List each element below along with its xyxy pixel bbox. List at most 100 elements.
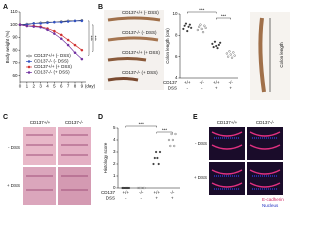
figure: A B C D E CD137+/+ (- DSS) CD137-/- (- D…: [3, 4, 290, 208]
e-cadherin-signal: [211, 131, 281, 188]
legend-label: Nucleus: [262, 203, 279, 208]
data-point: [216, 47, 219, 50]
colon: [107, 57, 147, 62]
data-point: [215, 44, 218, 48]
row-label: + DSS: [7, 183, 20, 188]
x-row-label: CD137: [101, 190, 116, 195]
data-point: [127, 186, 131, 190]
x-tick-label: +: [215, 86, 218, 91]
x-tick-label: 1: [26, 84, 29, 89]
data-point: [66, 38, 70, 42]
y-tick-label: 3: [113, 149, 116, 154]
data-point: [200, 27, 203, 31]
panel-letter: C: [3, 114, 8, 121]
he-image: [58, 127, 91, 165]
significance-label: ***: [92, 35, 97, 41]
data-point: [170, 132, 173, 136]
data-point: [203, 24, 206, 27]
x-tick-label: 5: [53, 84, 56, 89]
x-tick-label: 6: [60, 84, 63, 89]
data-point: [73, 51, 77, 55]
x-row-label: CD137: [163, 80, 178, 85]
data-point: [171, 138, 174, 142]
data-point: [32, 22, 36, 25]
data-point: [201, 31, 205, 34]
row-label: - DSS: [195, 141, 207, 146]
data-point: [227, 55, 230, 58]
data-point: [18, 23, 22, 27]
data-point: [213, 40, 217, 43]
if-image: [247, 162, 283, 195]
data-point: [59, 37, 63, 41]
data-point: [153, 156, 156, 160]
x-tick-label: -/-: [200, 80, 205, 85]
data-point: [196, 28, 199, 32]
x-tick-label: 0: [19, 84, 22, 89]
x-row-label: DSS: [106, 196, 115, 201]
data-point: [66, 20, 70, 23]
significance-label: ***: [162, 127, 168, 132]
colon: [107, 16, 161, 22]
data-point: [173, 144, 176, 148]
panel-letter: D: [98, 114, 103, 121]
x-tick-label: +/+: [184, 80, 191, 85]
y-tick-label: 0: [113, 185, 116, 190]
x-tick-label: 8: [74, 84, 77, 89]
row-label: + DSS: [194, 175, 207, 180]
series-line: [19, 24, 83, 60]
data-point: [59, 33, 63, 37]
y-tick-label: 70: [12, 60, 18, 65]
column-label: CD137-/-: [65, 120, 84, 125]
if-image: [209, 162, 245, 195]
data-point: [73, 19, 77, 23]
legend-label: CD137-/- (+ DSS): [34, 70, 70, 75]
series-line: [20, 20, 82, 26]
colon-photos: CD137+/+ (- DSS) CD137-/- (- DSS) CD137+…: [104, 10, 164, 90]
data-point: [225, 52, 228, 55]
photo-label: CD137-/- (+ DSS): [122, 70, 158, 75]
x-tick-label: +: [229, 86, 232, 91]
data-point: [232, 51, 235, 54]
data-point: [53, 29, 56, 33]
data-point: [80, 19, 84, 23]
y-tick-label: 60: [12, 73, 18, 78]
column-label: CD137+/+: [217, 120, 238, 125]
data-point: [217, 43, 220, 47]
y-tick-label: 4: [113, 137, 116, 142]
colon: [107, 36, 159, 42]
if-image: [209, 127, 245, 160]
x-tick-label: -/-: [229, 80, 234, 85]
x-tick-label: 4: [46, 84, 49, 89]
photo-label: CD137+/+ (+ DSS): [122, 50, 160, 55]
y-tick-label: 80: [12, 47, 18, 52]
x-tick-label: -: [141, 196, 143, 201]
colon: [258, 17, 266, 93]
legend-marker: [27, 71, 31, 74]
data-point: [186, 29, 189, 33]
data-point: [80, 48, 84, 52]
significance-bracket: [92, 24, 94, 52]
data-point: [211, 42, 214, 45]
significance-bracket: [125, 125, 157, 128]
panel-letter: A: [3, 4, 8, 11]
he-image: [58, 167, 91, 205]
data-point: [188, 23, 191, 26]
x-tick-label: 2: [32, 84, 35, 89]
row-label: - DSS: [8, 145, 20, 150]
data-point: [219, 41, 222, 44]
x-tick-label: 7: [67, 84, 70, 89]
significance-bracket: [187, 11, 217, 14]
data-point: [46, 21, 49, 25]
y-tick-label: 2: [113, 161, 116, 166]
x-tick-label: -: [187, 86, 189, 91]
data-point: [66, 43, 70, 47]
data-point: [156, 156, 159, 160]
photo-label: CD137+/+ (- DSS): [122, 10, 159, 15]
legend-label: CD137-/- (- DSS): [34, 59, 69, 64]
x-tick-label: -: [125, 196, 127, 201]
y-axis-label: Body weight (%): [5, 30, 10, 63]
legend-marker: [27, 65, 31, 69]
legend-label: CD137+/+ (- DSS): [34, 53, 71, 58]
data-point: [230, 56, 234, 59]
x-row-label: DSS: [168, 86, 177, 91]
